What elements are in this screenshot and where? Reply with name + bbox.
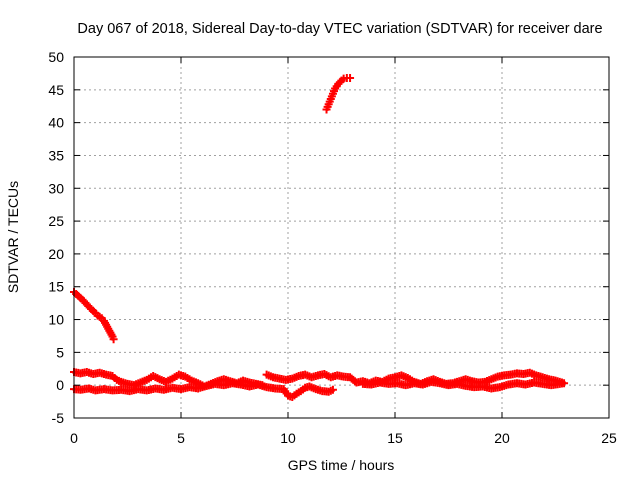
series-early-decline	[70, 287, 118, 344]
y-tick-label: 35	[48, 147, 64, 163]
y-tick-label: 5	[56, 344, 64, 360]
y-tick-label: 10	[48, 312, 64, 328]
x-tick-label: 20	[494, 430, 510, 446]
x-tick-label: 10	[280, 430, 296, 446]
x-tick-label: 15	[387, 430, 403, 446]
chart-title: Day 067 of 2018, Sidereal Day-to-day VTE…	[77, 21, 602, 37]
x-axis-title: GPS time / hours	[288, 457, 395, 473]
point-marker	[109, 335, 118, 344]
x-tick-label: 5	[177, 430, 185, 446]
series-baseline-d	[358, 377, 569, 393]
data-points	[70, 74, 569, 401]
series-baseline-b	[70, 368, 267, 391]
y-tick-label: -5	[52, 410, 65, 426]
y-tick-label: 30	[48, 180, 64, 196]
axis-ticks: 0 5 10 15 20 25 -5 0 5 10 15 20 25 30 35 40 45 50	[48, 49, 617, 446]
point-marker	[258, 381, 267, 390]
y-tick-label: 50	[48, 49, 64, 65]
x-tick-label: 0	[70, 430, 78, 446]
y-tick-label: 0	[56, 377, 64, 393]
y-tick-label: 20	[48, 246, 64, 262]
y-axis-title: SDTVAR / TECUs	[5, 181, 21, 293]
x-tick-label: 25	[601, 430, 617, 446]
y-tick-label: 45	[48, 82, 64, 98]
point-marker	[346, 74, 355, 83]
point-marker	[328, 385, 337, 394]
y-tick-label: 40	[48, 115, 64, 131]
y-tick-label: 25	[48, 213, 64, 229]
grid	[74, 57, 609, 418]
plot-frame	[73, 56, 610, 419]
y-tick-label: 15	[48, 279, 64, 295]
series-baseline-a	[70, 379, 337, 401]
point-marker	[560, 379, 569, 388]
series-midday-rise	[322, 74, 355, 114]
